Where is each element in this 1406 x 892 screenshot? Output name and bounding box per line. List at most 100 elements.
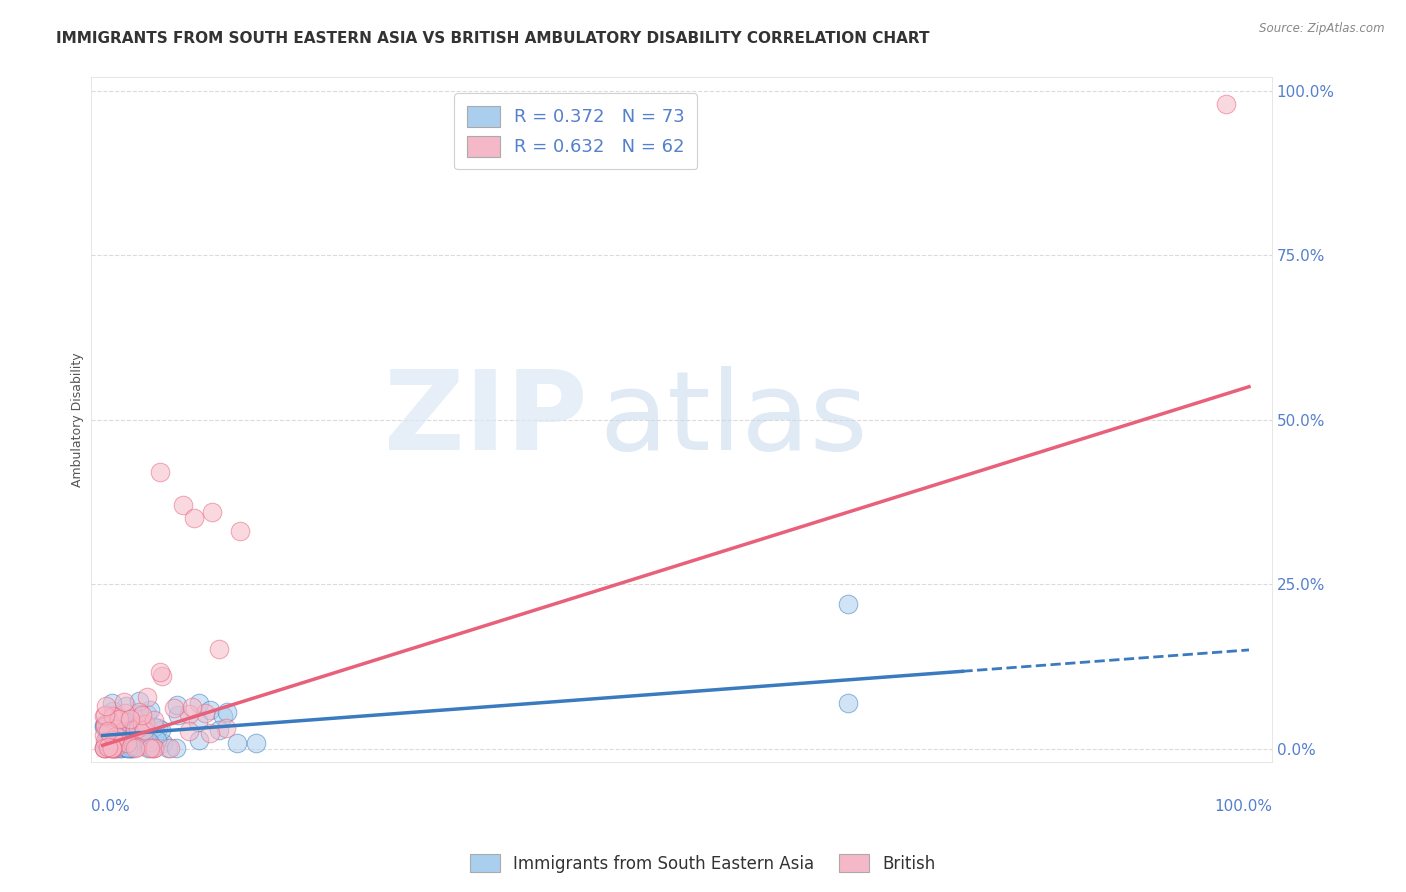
Y-axis label: Ambulatory Disability: Ambulatory Disability [72, 352, 84, 487]
Point [134, 717, 156, 731]
Point [101, 741, 124, 756]
Point [94, 719, 117, 733]
Point [183, 511, 205, 525]
Point [118, 717, 141, 731]
Point [198, 725, 221, 739]
Legend: R = 0.372   N = 73, R = 0.632   N = 62: R = 0.372 N = 73, R = 0.632 N = 62 [454, 94, 697, 169]
Text: atlas: atlas [599, 366, 868, 473]
Point [139, 741, 162, 756]
Point [112, 719, 135, 733]
Point [93, 728, 115, 742]
Point [105, 741, 128, 756]
Point [107, 731, 129, 745]
Point [115, 723, 138, 737]
Point [128, 705, 150, 719]
Point [100, 741, 122, 756]
Point [159, 741, 181, 756]
Point [167, 707, 190, 722]
Point [115, 736, 138, 750]
Point [121, 723, 143, 737]
Point [101, 696, 124, 710]
Point [131, 708, 153, 723]
Point [114, 739, 136, 754]
Point [127, 721, 149, 735]
Point [101, 708, 124, 723]
Point [114, 706, 136, 720]
Point [163, 701, 186, 715]
Point [131, 717, 153, 731]
Point [93, 741, 115, 756]
Point [118, 712, 141, 726]
Point [110, 741, 132, 756]
Point [101, 708, 124, 723]
Point [118, 741, 141, 756]
Point [177, 723, 200, 738]
Point [124, 723, 146, 737]
Point [94, 708, 117, 723]
Text: 0.0%: 0.0% [91, 799, 129, 814]
Point [125, 740, 148, 755]
Point [121, 735, 143, 749]
Point [112, 732, 135, 747]
Point [187, 715, 209, 730]
Point [114, 699, 136, 714]
Text: 100.0%: 100.0% [1213, 799, 1272, 814]
Point [143, 741, 166, 756]
Point [108, 712, 131, 726]
Text: ZIP: ZIP [384, 366, 588, 473]
Point [110, 735, 132, 749]
Point [114, 735, 136, 749]
Point [152, 737, 174, 751]
Point [124, 728, 146, 742]
Point [212, 709, 235, 723]
Point [165, 741, 187, 756]
Point [194, 706, 217, 720]
Point [94, 734, 117, 748]
Point [245, 736, 267, 750]
Point [97, 740, 120, 755]
Point [837, 597, 859, 611]
Point [120, 735, 142, 749]
Point [93, 741, 115, 756]
Point [104, 741, 127, 756]
Point [94, 738, 117, 752]
Point [101, 740, 124, 755]
Point [837, 696, 859, 710]
Point [187, 733, 209, 747]
Point [200, 505, 222, 519]
Point [1215, 96, 1237, 111]
Point [94, 718, 117, 732]
Point [132, 730, 155, 744]
Point [135, 731, 157, 745]
Text: Source: ZipAtlas.com: Source: ZipAtlas.com [1260, 22, 1385, 36]
Point [105, 731, 128, 745]
Point [132, 723, 155, 737]
Point [152, 669, 174, 683]
Point [94, 735, 117, 749]
Point [96, 720, 118, 734]
Legend: Immigrants from South Eastern Asia, British: Immigrants from South Eastern Asia, Brit… [464, 847, 942, 880]
Point [217, 705, 239, 719]
Point [103, 723, 125, 738]
Point [143, 741, 166, 756]
Point [181, 700, 204, 714]
Point [93, 709, 115, 723]
Point [117, 741, 139, 756]
Point [136, 741, 159, 756]
Point [105, 729, 128, 743]
Point [226, 736, 249, 750]
Point [110, 714, 132, 728]
Point [101, 741, 124, 756]
Point [97, 721, 120, 735]
Point [135, 690, 157, 704]
Point [125, 706, 148, 721]
Point [112, 714, 135, 729]
Point [139, 702, 162, 716]
Point [142, 714, 165, 728]
Point [177, 706, 200, 721]
Point [103, 732, 125, 747]
Point [208, 641, 231, 656]
Point [104, 721, 127, 735]
Point [104, 722, 127, 736]
Point [101, 741, 124, 756]
